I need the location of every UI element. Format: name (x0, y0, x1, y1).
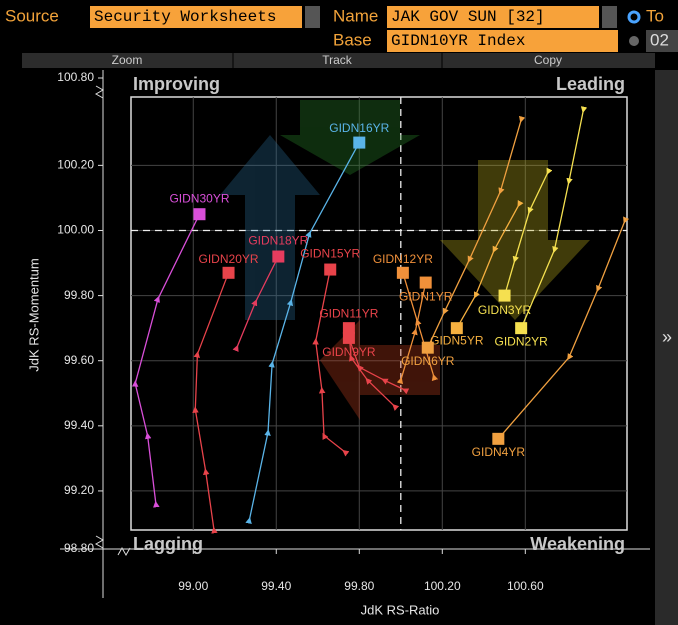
series-label: GIDN3YR (478, 303, 532, 317)
series-label: GIDN12YR (373, 252, 433, 266)
head-marker (515, 322, 528, 335)
side-panel (655, 70, 678, 625)
head-marker (492, 432, 505, 445)
y-tick-label: 99.40 (64, 418, 94, 432)
quadrant-label: Weakening (530, 534, 625, 554)
expand-tab[interactable]: » (662, 327, 672, 347)
quadrant-label: Lagging (133, 534, 203, 554)
head-marker (222, 266, 235, 279)
tail-line (245, 142, 360, 525)
series-label: GIDN4YR (472, 445, 526, 459)
y-tick-label: 100.20 (57, 158, 94, 172)
tail-line (192, 272, 230, 534)
series-label: GIDN2YR (494, 334, 548, 348)
arrow-green (280, 100, 420, 175)
head-marker (421, 341, 434, 354)
option-2[interactable]: 02 (650, 30, 669, 49)
series-label: GIDN1YR (399, 290, 453, 304)
x-break (117, 546, 131, 557)
head-marker (450, 322, 463, 335)
series-label: GIDN5YR (430, 333, 484, 347)
radio-on[interactable] (627, 10, 641, 24)
name-value[interactable]: JAK GOV SUN [32] (391, 8, 545, 26)
series-label: GIDN9YR (322, 345, 376, 359)
name-box[interactable] (387, 6, 599, 28)
tail-line (396, 282, 427, 385)
toolbar (22, 53, 655, 68)
x-tick-label: 99.00 (178, 579, 208, 593)
series-label: GIDN20YR (199, 252, 259, 266)
y-tick-label: 100.80 (57, 70, 94, 84)
head-marker (342, 322, 355, 335)
series-label: GIDN30YR (169, 191, 229, 205)
series-label: GIDN15YR (300, 247, 360, 261)
source-box[interactable] (90, 6, 302, 28)
x-axis-title: JdK RS-Ratio (361, 602, 440, 617)
x-tick-label: 100.60 (507, 579, 544, 593)
base-box[interactable] (387, 30, 618, 52)
y-tick-label: 99.80 (64, 288, 94, 302)
zoom-button[interactable]: Zoom (112, 53, 143, 67)
head-marker (498, 289, 511, 302)
head-marker (419, 276, 432, 289)
head-marker (272, 250, 285, 263)
y-break-bottom (94, 535, 105, 549)
y-tick-label: 100.00 (57, 223, 94, 237)
tail-line (503, 167, 553, 296)
tail-line (312, 269, 350, 457)
head-marker (353, 136, 366, 149)
track-button[interactable]: Track (322, 53, 353, 67)
series-label: GIDN18YR (248, 234, 308, 248)
head-marker (396, 266, 409, 279)
quadrant-label: Leading (556, 74, 625, 94)
series-label: GIDN6YR (401, 354, 455, 368)
y-axis-title: JdK RS-Momentum (26, 258, 41, 371)
name-label: Name (333, 6, 378, 25)
tail-line (497, 216, 630, 440)
y-break-top (94, 85, 105, 99)
head-marker (342, 331, 355, 344)
copy-button[interactable]: Copy (534, 53, 562, 67)
y-tick-label: 98.80 (64, 541, 94, 555)
head-marker (193, 208, 206, 221)
source-dropdown[interactable] (305, 6, 320, 28)
tail-line (348, 337, 410, 395)
head-marker (324, 263, 337, 276)
name-dropdown[interactable] (602, 6, 617, 28)
plot-frame (130, 96, 628, 531)
tail-line (131, 213, 201, 508)
x-tick-label: 100.20 (424, 579, 461, 593)
x-tick-label: 99.40 (261, 579, 291, 593)
source-value[interactable]: Security Worksheets (94, 8, 276, 26)
base-value[interactable]: GIDN10YR Index (391, 32, 525, 50)
y-tick-label: 99.20 (64, 483, 94, 497)
x-tick-label: 99.80 (344, 579, 374, 593)
base-label: Base (333, 30, 372, 49)
source-label: Source (5, 6, 59, 25)
series-label: GIDN11YR (319, 306, 378, 320)
quadrant-label: Improving (133, 74, 220, 94)
radio-off[interactable] (629, 36, 639, 46)
tail-line (427, 115, 526, 348)
tail-line (520, 106, 588, 329)
option-1[interactable]: To (646, 6, 664, 25)
series-label: GIDN16YR (329, 121, 389, 135)
y-tick-label: 99.60 (64, 353, 94, 367)
option-2-box[interactable] (646, 30, 678, 52)
